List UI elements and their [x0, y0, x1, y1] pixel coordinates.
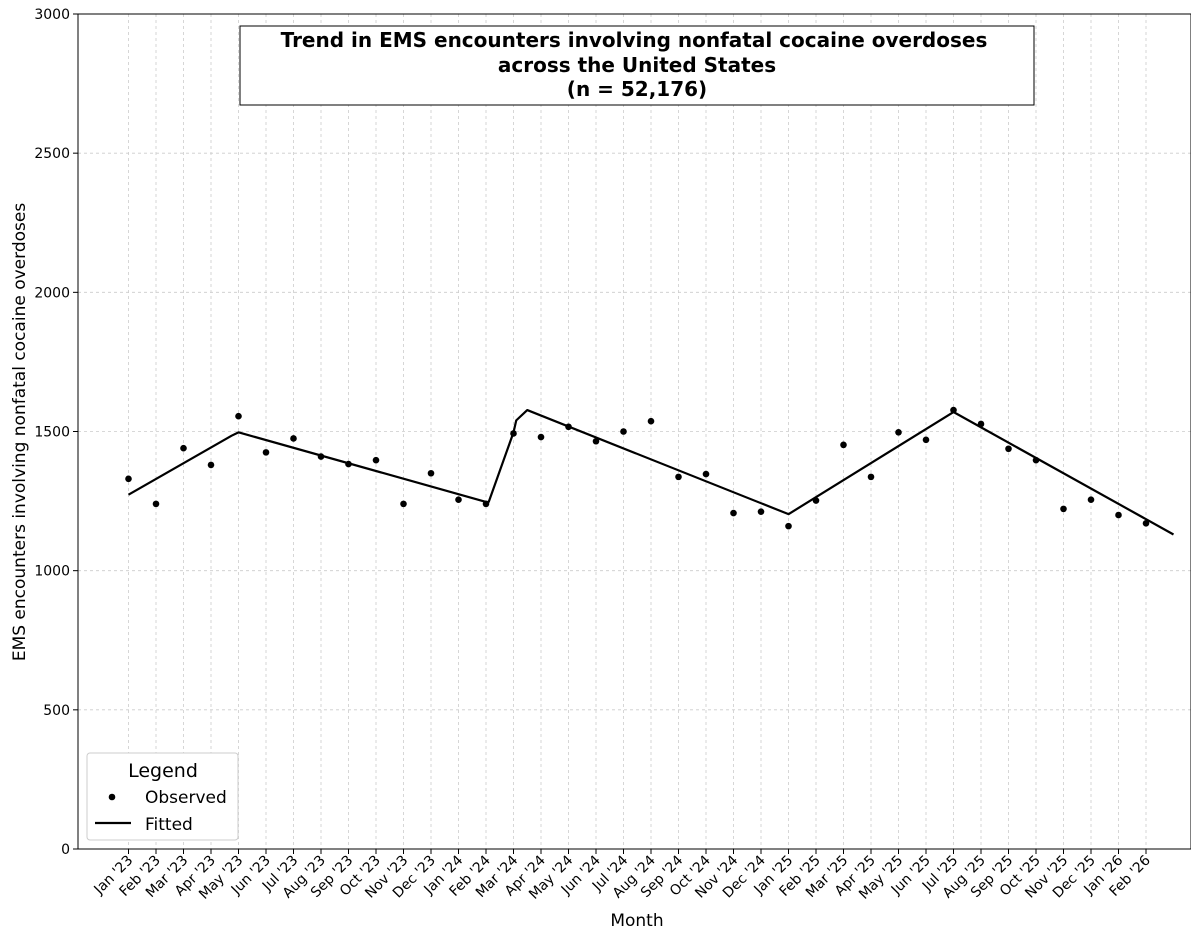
- legend-frame: [86, 752, 239, 841]
- observed-point: [180, 444, 187, 452]
- observed-point: [675, 473, 682, 481]
- observed-point: [235, 412, 242, 420]
- chart-title-line-1: Trend in EMS encounters involving nonfat…: [281, 28, 988, 52]
- observed-point: [702, 470, 710, 478]
- observed-point: [125, 475, 132, 483]
- observed-point: [592, 437, 600, 445]
- observed-point: [895, 429, 902, 436]
- observed-point: [345, 460, 352, 468]
- observed-point: [1087, 496, 1095, 503]
- chart-title-line-2: across the United States: [498, 53, 776, 77]
- legend-observed-marker: [108, 793, 116, 801]
- observed-point: [510, 430, 517, 437]
- y-tick-label: 1000: [34, 564, 70, 580]
- observed-point: [867, 473, 875, 481]
- y-tick-label: 2500: [34, 146, 70, 162]
- y-tick-label: 0: [61, 842, 70, 858]
- observed-point: [1115, 511, 1122, 519]
- x-axis-title: Month: [610, 911, 663, 931]
- observed-point: [427, 469, 435, 477]
- observed-point: [950, 406, 957, 414]
- y-tick-label: 500: [43, 703, 70, 719]
- grid: [78, 14, 1191, 849]
- observed-point: [317, 453, 325, 460]
- y-axis-title: EMS encounters involving nonfatal cocain…: [10, 203, 30, 661]
- chart-title-box: Trend in EMS encounters involving nonfat…: [239, 25, 1035, 106]
- y-tick-label: 1500: [34, 425, 70, 441]
- legend-observed-label: Observed: [145, 788, 227, 808]
- legend-title: Legend: [128, 760, 198, 782]
- observed-point: [1142, 520, 1150, 527]
- observed-point: [537, 433, 545, 441]
- observed-point: [262, 449, 270, 456]
- observed-point: [1032, 456, 1040, 464]
- observed-point: [785, 522, 792, 530]
- y-tick-label: 3000: [34, 7, 70, 23]
- observed-point: [757, 508, 765, 515]
- observed-point: [1005, 445, 1012, 453]
- observed-point: [840, 441, 847, 449]
- observed-point: [290, 435, 297, 442]
- observed-point: [812, 497, 820, 504]
- legend-fitted-label: Fitted: [145, 815, 193, 835]
- chart-title-line-3: (n = 52,176): [567, 77, 707, 101]
- observed-point: [620, 428, 627, 435]
- observed-point: [977, 420, 985, 428]
- observed-point: [400, 500, 407, 508]
- observed-point: [1060, 505, 1067, 513]
- observed-point: [922, 436, 930, 444]
- y-tick-label: 2000: [34, 285, 70, 301]
- plot-frame: [77, 13, 1191, 850]
- observed-point: [647, 417, 655, 425]
- observed-points: [125, 406, 1150, 530]
- observed-point: [152, 500, 160, 508]
- observed-point: [372, 456, 380, 464]
- observed-point: [455, 496, 462, 503]
- legend: Legend Observed Fitted: [86, 752, 239, 841]
- title-frame: [239, 25, 1035, 106]
- observed-point: [565, 423, 572, 431]
- observed-point: [482, 500, 490, 508]
- y-axis: 0 500 1000 1500 2000 2500 3000: [34, 7, 78, 858]
- observed-point: [730, 509, 737, 517]
- observed-point: [207, 461, 215, 469]
